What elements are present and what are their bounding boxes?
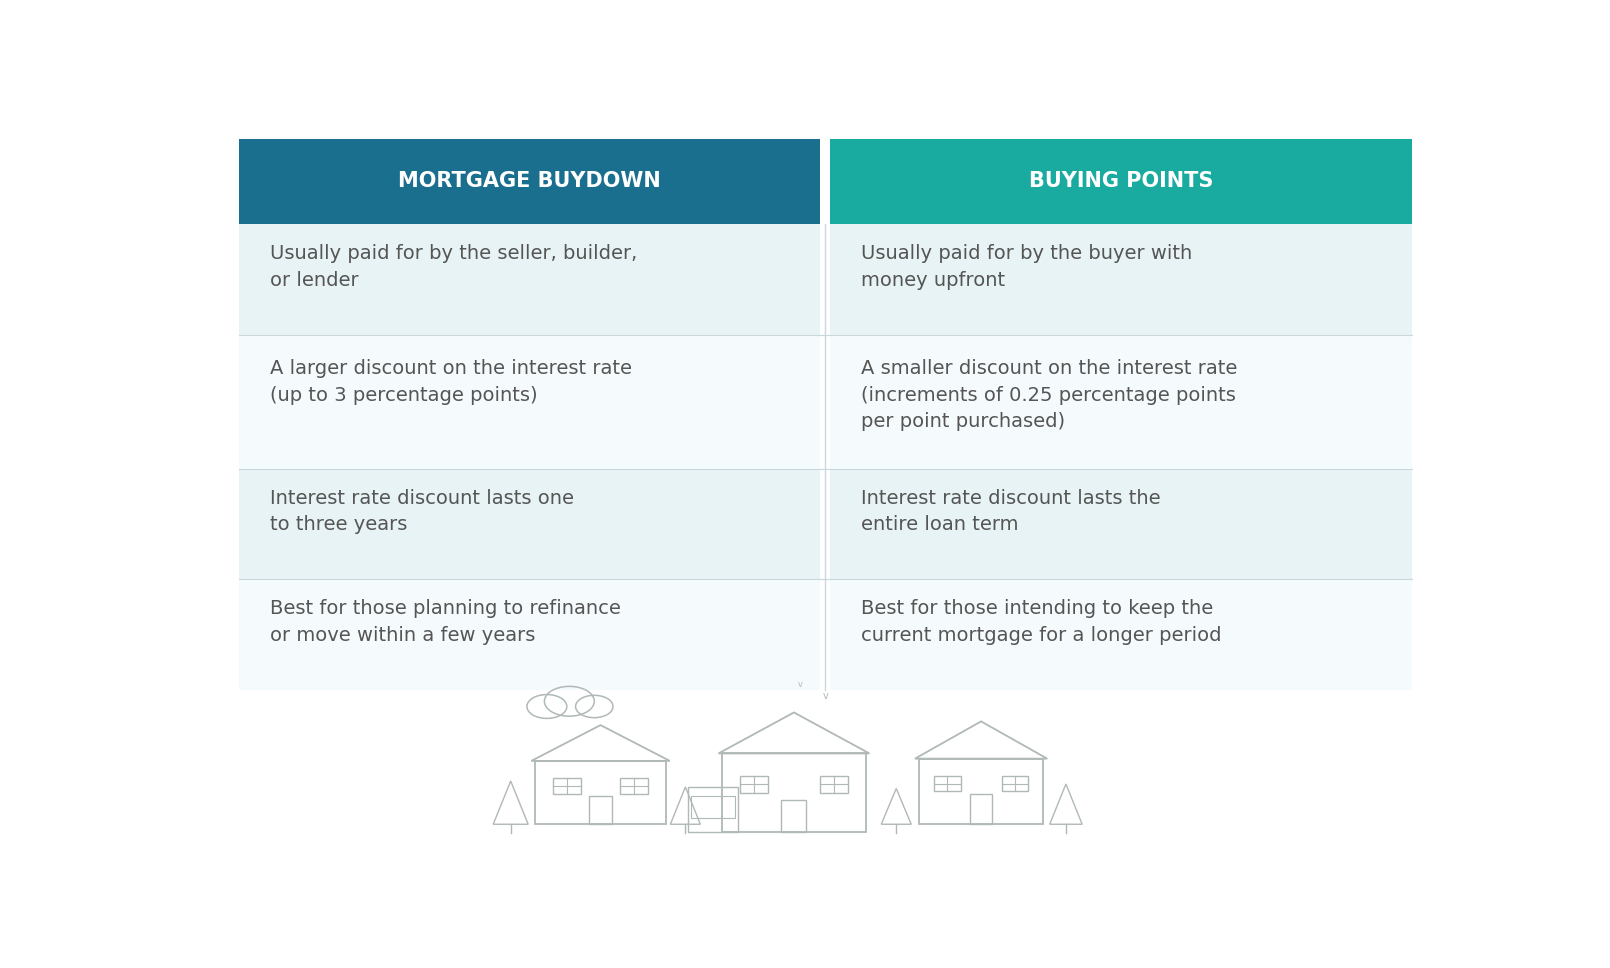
Text: Usually paid for by the buyer with
money upfront: Usually paid for by the buyer with money… xyxy=(861,244,1193,289)
FancyBboxPatch shape xyxy=(831,225,1412,335)
FancyBboxPatch shape xyxy=(238,469,819,580)
Text: BUYING POINTS: BUYING POINTS xyxy=(1029,171,1212,192)
Text: Usually paid for by the seller, builder,
or lender: Usually paid for by the seller, builder,… xyxy=(270,244,638,289)
FancyBboxPatch shape xyxy=(831,469,1412,580)
Text: v: v xyxy=(823,691,828,701)
FancyBboxPatch shape xyxy=(238,335,819,469)
Text: Interest rate discount lasts the
entire loan term: Interest rate discount lasts the entire … xyxy=(861,489,1161,534)
Text: Interest rate discount lasts one
to three years: Interest rate discount lasts one to thre… xyxy=(270,489,573,534)
FancyBboxPatch shape xyxy=(238,225,819,335)
FancyBboxPatch shape xyxy=(238,138,819,225)
Text: Best for those intending to keep the
current mortgage for a longer period: Best for those intending to keep the cur… xyxy=(861,599,1222,645)
Text: A larger discount on the interest rate
(up to 3 percentage points): A larger discount on the interest rate (… xyxy=(270,359,631,405)
Text: A smaller discount on the interest rate
(increments of 0.25 percentage points
pe: A smaller discount on the interest rate … xyxy=(861,359,1238,431)
FancyBboxPatch shape xyxy=(831,335,1412,469)
Text: v: v xyxy=(797,680,803,688)
Text: MORTGAGE BUYDOWN: MORTGAGE BUYDOWN xyxy=(398,171,660,192)
FancyBboxPatch shape xyxy=(831,138,1412,225)
Text: Best for those planning to refinance
or move within a few years: Best for those planning to refinance or … xyxy=(270,599,621,645)
FancyBboxPatch shape xyxy=(238,580,819,690)
FancyBboxPatch shape xyxy=(831,580,1412,690)
